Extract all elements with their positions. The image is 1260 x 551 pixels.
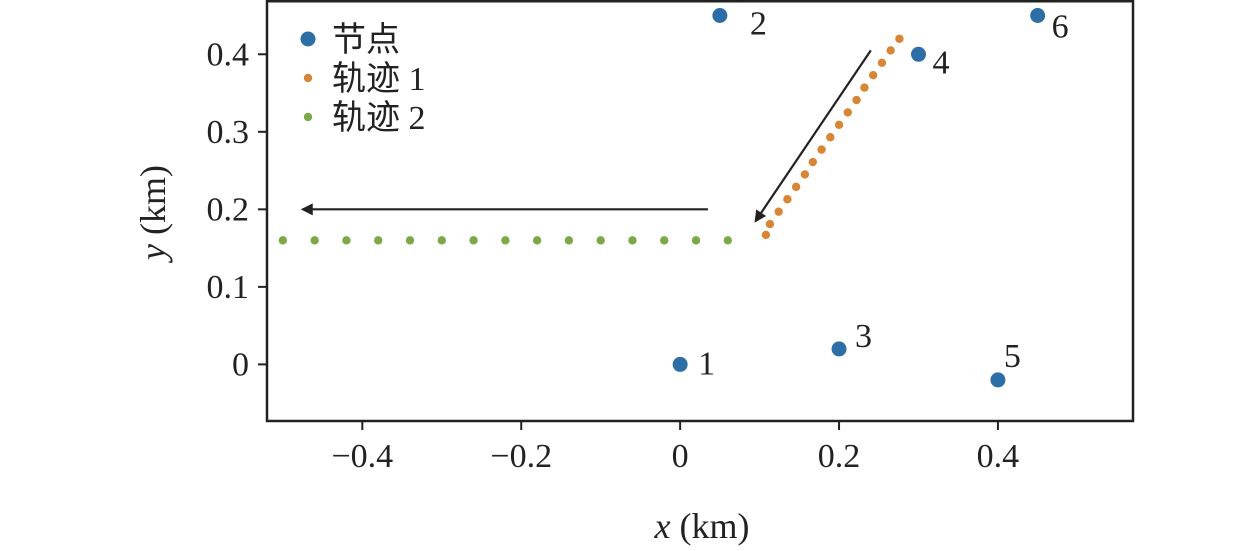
trajectory-point bbox=[817, 145, 826, 154]
trajectory-point bbox=[532, 236, 542, 245]
trajectory-point bbox=[774, 207, 783, 216]
trajectory-point bbox=[791, 182, 801, 192]
trajectory-point bbox=[374, 236, 383, 245]
x-tick-label: −0.2 bbox=[490, 438, 552, 475]
node-point bbox=[1030, 8, 1046, 24]
trajectory-point bbox=[596, 236, 605, 245]
trajectory-point bbox=[405, 236, 415, 245]
y-tick-label: 0.4 bbox=[207, 36, 250, 73]
y-tick-label: 0 bbox=[232, 346, 249, 383]
y-tick-label: 0.2 bbox=[207, 191, 250, 228]
node-label: 2 bbox=[750, 6, 767, 43]
legend-marker bbox=[300, 31, 316, 47]
node-label: 1 bbox=[698, 345, 715, 382]
node-point bbox=[831, 341, 847, 357]
trajectory-point bbox=[877, 58, 887, 68]
axis-labels-layer: x (km)y (km) bbox=[133, 165, 749, 546]
y-axis-label: y (km) bbox=[133, 165, 173, 263]
trajectory-point bbox=[886, 46, 895, 55]
node-point bbox=[672, 356, 688, 372]
node-label: 4 bbox=[932, 44, 949, 81]
node-point bbox=[990, 372, 1006, 388]
series-2 bbox=[278, 236, 733, 245]
series-0: 1 2 3 4 5 6 bbox=[672, 6, 1069, 388]
trajectory-point bbox=[723, 236, 733, 245]
node-point bbox=[910, 46, 926, 62]
trajectory-point bbox=[869, 71, 878, 80]
trajectory-point bbox=[808, 157, 818, 167]
trajectory-point bbox=[278, 236, 288, 245]
plot-frame bbox=[265, 0, 1135, 423]
trajectory-point bbox=[628, 236, 637, 245]
x-axis-label: x (km) bbox=[654, 506, 750, 546]
trajectory-point bbox=[826, 133, 835, 142]
x-axis-variable: x bbox=[654, 506, 671, 546]
node-label: 6 bbox=[1052, 9, 1069, 46]
trajectory-point bbox=[660, 236, 669, 245]
y-axis-unit: (km) bbox=[133, 165, 173, 244]
x-tick-label: 0.2 bbox=[818, 438, 861, 475]
marks-layer: 1 2 3 4 5 6 bbox=[278, 6, 1069, 388]
trajectory-point bbox=[501, 236, 510, 245]
node-point bbox=[712, 8, 728, 24]
legend-label: 轨迹 1 bbox=[332, 60, 426, 98]
legend-label: 轨迹 2 bbox=[332, 99, 426, 137]
trajectory-point bbox=[895, 34, 904, 43]
node-label: 5 bbox=[1004, 338, 1021, 375]
trajectory-point bbox=[469, 236, 478, 245]
trajectory-point bbox=[437, 236, 446, 245]
trajectory-point bbox=[834, 120, 844, 130]
x-tick-label: 0 bbox=[672, 438, 689, 475]
trajectory-point bbox=[783, 195, 792, 204]
trajectory-point bbox=[564, 236, 574, 245]
trajectory-point bbox=[843, 108, 852, 117]
legend-marker bbox=[303, 73, 313, 83]
y-axis-variable: y bbox=[133, 244, 173, 263]
x-tick-label: 0.4 bbox=[977, 438, 1020, 475]
trajectory-point bbox=[860, 83, 869, 92]
y-tick-label: 0.1 bbox=[207, 269, 250, 306]
trajectory-point bbox=[765, 219, 775, 229]
y-tick-label: 0.3 bbox=[207, 114, 250, 151]
arrows-layer bbox=[300, 49, 872, 223]
trajectory-point bbox=[342, 236, 351, 245]
trajectory-point bbox=[691, 236, 701, 245]
x-tick-label: −0.4 bbox=[331, 438, 393, 475]
direction-arrow bbox=[754, 49, 872, 223]
trajectory-point bbox=[761, 230, 771, 240]
trajectory-point bbox=[310, 236, 319, 245]
x-axis-unit: (km) bbox=[671, 506, 750, 546]
legend-marker bbox=[303, 112, 313, 122]
series-1 bbox=[761, 34, 904, 240]
trajectory-point bbox=[852, 95, 861, 105]
trajectory-point bbox=[800, 170, 810, 179]
legend-label: 节点 bbox=[332, 21, 400, 59]
ticks-layer: −0.4 −0.2 0 0.2 0.4 0 0.1 0.2 0.3 0.4 bbox=[207, 36, 1020, 475]
node-label: 3 bbox=[855, 318, 872, 355]
